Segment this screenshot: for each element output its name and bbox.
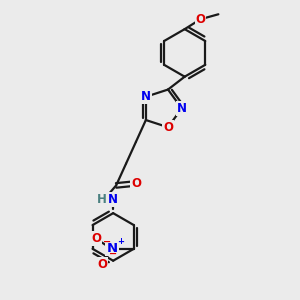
Text: O: O [196,13,206,26]
Text: O: O [97,258,107,271]
Text: −: − [109,249,117,259]
Text: N: N [106,242,118,255]
Text: +: + [117,237,124,246]
Text: O: O [163,121,173,134]
Text: O: O [91,232,101,245]
Text: N: N [141,90,151,103]
Text: O: O [131,177,141,190]
Text: N: N [177,102,187,115]
Text: N: N [108,193,118,206]
Text: H: H [99,193,109,206]
Text: H: H [97,193,107,206]
Text: −: − [103,237,111,247]
